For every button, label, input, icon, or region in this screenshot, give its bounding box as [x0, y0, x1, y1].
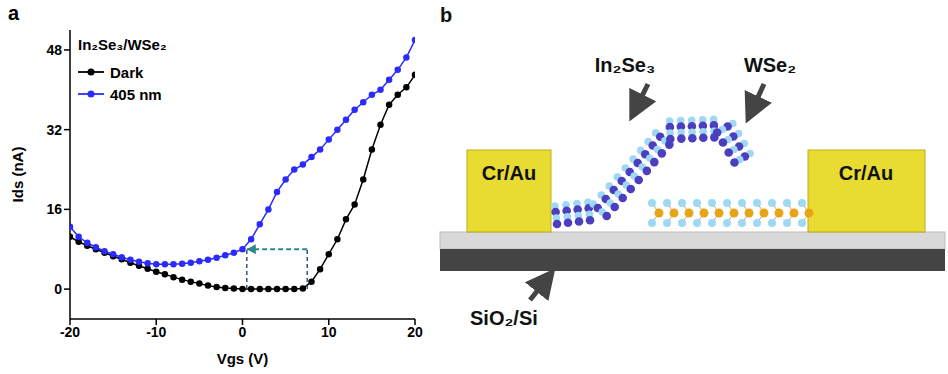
- html-text:405 nm: 405 nm: [110, 85, 162, 103]
- svg-text:32: 32: [46, 122, 62, 138]
- svg-text:WSe₂: WSe₂: [744, 54, 796, 76]
- html-text:Dark: Dark: [110, 63, 144, 81]
- svg-text:Cr/Au: Cr/Au: [482, 162, 536, 184]
- svg-text:20: 20: [407, 324, 423, 340]
- html-text:a: a: [8, 2, 20, 24]
- svg-text:SiO₂/Si: SiO₂/Si: [470, 307, 538, 329]
- svg-text:Cr/Au: Cr/Au: [839, 162, 893, 184]
- svg-text:48: 48: [46, 42, 62, 58]
- svg-text:16: 16: [46, 201, 62, 217]
- svg-text:In₂Se₃: In₂Se₃: [595, 54, 655, 76]
- svg-text:b: b: [440, 4, 452, 26]
- svg-text:Vgs (V): Vgs (V): [217, 350, 269, 367]
- html-text:In₂Se₃/WSe₂: In₂Se₃/WSe₂: [78, 36, 167, 53]
- svg-text:0: 0: [239, 324, 247, 340]
- svg-text:-20: -20: [60, 324, 80, 340]
- svg-text:10: 10: [321, 324, 337, 340]
- svg-text:-10: -10: [146, 324, 166, 340]
- svg-text:0: 0: [54, 281, 62, 297]
- svg-text:Ids (nA): Ids (nA): [9, 147, 26, 203]
